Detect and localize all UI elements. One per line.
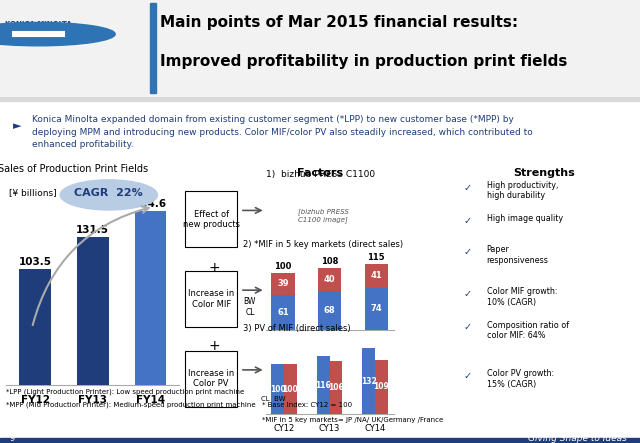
FancyArrowPatch shape [33,206,148,325]
Text: 40: 40 [324,275,335,284]
Text: 132: 132 [361,377,376,386]
Bar [0,97,640,101]
Text: ✓: ✓ [463,323,472,332]
Text: Konica Minolta expanded domain from existing customer segment (*LPP) to new cust: Konica Minolta expanded domain from exis… [32,115,532,149]
Bar [362,348,375,414]
Text: Effect of
new products: Effect of new products [182,210,240,229]
Text: CL  BW: CL BW [261,396,286,402]
Text: 2) *MIF in 5 key markets (direct sales): 2) *MIF in 5 key markets (direct sales) [243,240,403,249]
Text: High image quality: High image quality [486,214,563,223]
Text: 103.5: 103.5 [19,256,52,267]
Text: ✓: ✓ [463,216,472,226]
Text: CAGR  22%: CAGR 22% [74,188,143,198]
Text: 1)  bizhub PRESS C1100: 1) bizhub PRESS C1100 [266,171,375,179]
Text: KONICA MINOLTA: KONICA MINOLTA [5,21,72,27]
Text: Color MIF growth:
10% (CAGR): Color MIF growth: 10% (CAGR) [486,288,557,307]
Text: 154.6: 154.6 [134,199,167,209]
Ellipse shape [60,180,157,210]
Text: Paper
responsiveness: Paper responsiveness [486,245,548,265]
Text: 68: 68 [324,306,335,315]
Text: High productivity,
high durability: High productivity, high durability [486,181,558,201]
Text: Giving Shape to Ideas: Giving Shape to Ideas [529,434,627,443]
Text: 116: 116 [316,381,331,390]
Bar [0,439,640,443]
Text: +: + [209,338,220,353]
Text: 39: 39 [277,279,289,288]
Bar [365,264,388,288]
Bar [271,295,294,330]
Text: CL: CL [246,308,255,317]
Text: *LPP (Light Production Printer): Low speed production print machine: *LPP (Light Production Printer): Low spe… [6,388,244,395]
Text: Strengths: Strengths [513,168,575,178]
Bar [317,356,330,414]
Bar [284,364,297,414]
Text: 100: 100 [275,262,292,271]
Bar [271,364,284,414]
Text: Improved profitability in production print fields: Improved profitability in production pri… [160,54,568,69]
Text: 100: 100 [283,385,298,394]
Text: 9: 9 [10,434,15,443]
Text: ✓: ✓ [463,183,472,193]
Text: 115: 115 [367,253,385,262]
Text: * Base Index: CY12 = 100: * Base Index: CY12 = 100 [262,401,353,408]
Text: ✓: ✓ [463,371,472,381]
Text: 131.5: 131.5 [76,225,109,235]
Text: 100: 100 [270,385,285,394]
Text: Factors: Factors [297,168,343,178]
Text: ✓: ✓ [463,289,472,299]
Bar [365,288,388,330]
Text: Increase in
Color PV: Increase in Color PV [188,369,234,389]
Bar [19,269,51,385]
Text: [¥ billions]: [¥ billions] [10,188,57,198]
Text: *MIF in 5 key markets= JP /NA/ UK/Germany /France: *MIF in 5 key markets= JP /NA/ UK/German… [262,417,444,423]
Text: 74: 74 [371,304,382,313]
Text: 109: 109 [374,382,389,392]
Bar [318,291,341,330]
Text: Increase in
Color MIF: Increase in Color MIF [188,289,234,309]
Text: ►: ► [13,121,21,132]
Bar [375,360,388,414]
Text: [bizhub PRESS
C1100 image]: [bizhub PRESS C1100 image] [298,209,349,223]
Bar [150,3,156,93]
Bar [330,361,342,414]
Bar [271,272,294,295]
Text: 108: 108 [321,257,339,266]
Text: Main points of Mar 2015 financial results:: Main points of Mar 2015 financial result… [160,15,518,30]
Circle shape [0,23,115,46]
Text: 106: 106 [328,383,344,392]
Text: 61: 61 [277,308,289,317]
Text: Sales of Production Print Fields: Sales of Production Print Fields [0,163,148,174]
Text: Color PV growth:
15% (CAGR): Color PV growth: 15% (CAGR) [486,369,554,389]
Text: *MPP (Mid Production Printer): Medium-speed production print machine: *MPP (Mid Production Printer): Medium-sp… [6,401,256,408]
Text: 3) PV of MIF (direct sales): 3) PV of MIF (direct sales) [243,324,351,334]
Text: +: + [209,261,220,275]
Text: Composition ratio of
color MIF: 64%: Composition ratio of color MIF: 64% [486,321,569,340]
Bar [318,268,341,291]
Bar [77,237,109,385]
Text: 41: 41 [371,271,382,280]
Bar [134,211,166,385]
Text: BW: BW [243,297,255,306]
Text: ✓: ✓ [463,247,472,257]
